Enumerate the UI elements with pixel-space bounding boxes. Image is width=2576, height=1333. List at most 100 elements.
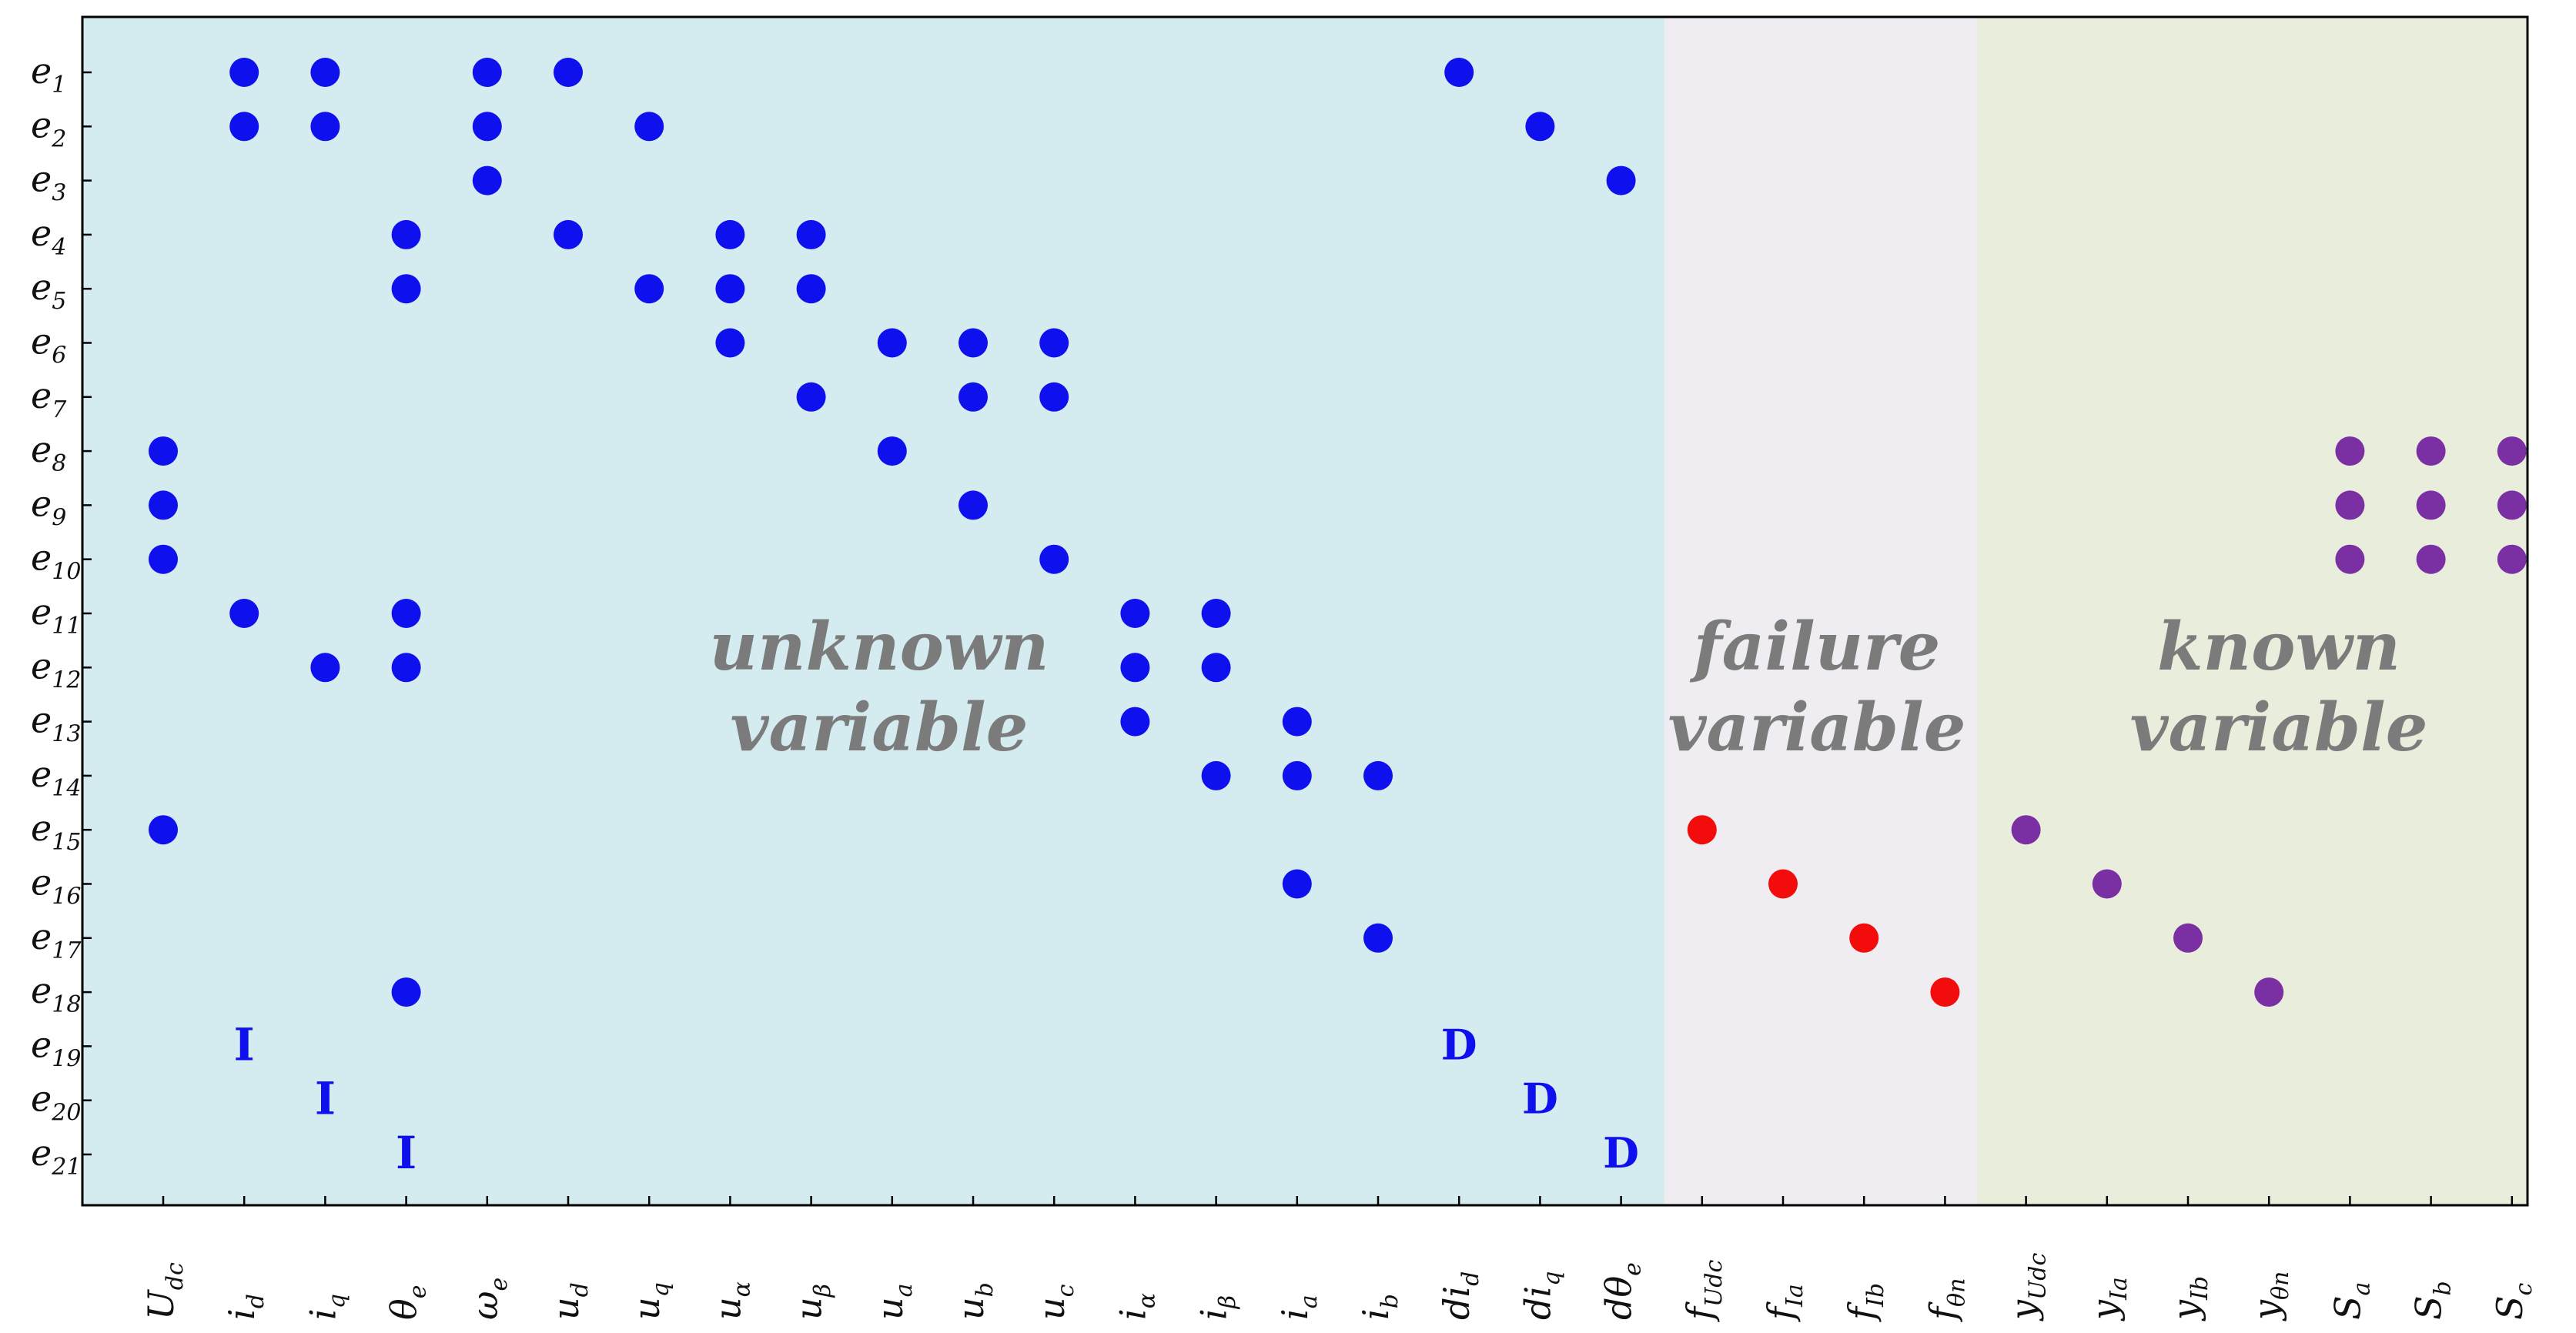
column-label-Sa-28: Sa (2327, 1282, 2375, 1320)
row-label-e1: e1 (31, 50, 66, 99)
dot-r13-c15 (1282, 707, 1312, 737)
row-label-e20: e20 (31, 1078, 81, 1127)
dot-r16-c25 (2092, 869, 2122, 899)
dot-r18-c27 (2254, 977, 2284, 1007)
column-label-u-8: uα (707, 1281, 755, 1320)
dot-r1-c6 (554, 58, 583, 87)
marker-D-r20-c18: D (1522, 1074, 1558, 1124)
dot-r16-c21 (1768, 869, 1798, 899)
dot-r11-c14 (1201, 599, 1231, 628)
column-label-yIb-26: yIb (2165, 1276, 2213, 1321)
dot-r17-c22 (1849, 923, 1879, 953)
dot-r10-c30 (2497, 544, 2527, 574)
dot-r16-c15 (1282, 869, 1312, 899)
dot-r7-c12 (1039, 382, 1069, 412)
dot-r5-c4 (391, 274, 421, 304)
column-label-did-17: did (1436, 1271, 1484, 1320)
row-label-e5: e5 (31, 266, 66, 315)
dot-r15-c24 (2011, 815, 2041, 845)
row-label-e18: e18 (31, 970, 81, 1018)
failure-region-background (1664, 17, 1977, 1205)
failure-region-label-line2: variable (1668, 689, 1966, 767)
dot-r18-c4 (391, 977, 421, 1007)
dot-r5-c7 (634, 274, 664, 304)
dot-r13-c13 (1120, 707, 1150, 737)
column-label-yIa-25: yIa (2084, 1277, 2133, 1321)
dot-r8-c10 (877, 436, 907, 466)
known-region-label-line2: variable (2130, 689, 2428, 767)
marker-I-r20-c3: I (315, 1073, 336, 1125)
dot-r2-c7 (634, 112, 664, 142)
dot-r8-c29 (2416, 436, 2446, 466)
row-label-e15: e15 (31, 807, 81, 856)
dot-r14-c14 (1201, 760, 1231, 790)
column-label-id-2: id (221, 1294, 269, 1320)
row-label-e6: e6 (31, 321, 66, 369)
row-label-e7: e7 (31, 375, 67, 423)
column-label-fn-23: fθn (1922, 1278, 1970, 1322)
column-label-iq-3: iq (302, 1294, 350, 1320)
known-region-label-line1: known (2157, 608, 2400, 686)
dot-r10-c28 (2335, 544, 2365, 574)
dot-r5-c9 (796, 274, 826, 304)
column-label-Sc-30: Sc (2489, 1282, 2538, 1320)
dot-r6-c10 (877, 328, 907, 358)
dot-r4-c6 (554, 219, 583, 249)
dot-r4-c8 (715, 219, 745, 249)
column-label-yUdc-24: yUdc (2003, 1253, 2052, 1321)
marker-D-r21-c19: D (1603, 1128, 1639, 1178)
column-label-ub-11: ub (950, 1282, 999, 1320)
dot-r14-c15 (1282, 760, 1312, 790)
row-label-e9: e9 (31, 483, 66, 531)
row-label-e8: e8 (31, 429, 66, 477)
dot-r10-c1 (149, 544, 178, 574)
dot-r1-c17 (1444, 58, 1474, 87)
column-label-uc-12: uc (1031, 1284, 1079, 1320)
dot-r6-c11 (958, 328, 988, 358)
row-label-e13: e13 (31, 700, 81, 748)
unknown-region-label-line2: variable (731, 689, 1029, 767)
row-label-e2: e2 (31, 104, 66, 152)
marker-I-r21-c4: I (396, 1127, 417, 1179)
column-label-ud-6: ud (545, 1282, 594, 1320)
dot-r6-c8 (715, 328, 745, 358)
dot-r15-c20 (1687, 815, 1717, 845)
dot-r8-c1 (149, 436, 178, 466)
dot-r1-c3 (310, 58, 340, 87)
dot-r4-c9 (796, 219, 826, 249)
column-label-i-14: iβ (1193, 1295, 1242, 1320)
incidence-dots (149, 58, 2527, 1007)
dot-r2-c3 (310, 112, 340, 142)
row-label-e17: e17 (31, 916, 82, 964)
dot-r5-c8 (715, 274, 745, 304)
column-label-Sb-29: Sb (2408, 1281, 2457, 1320)
marker-D-r19-c17: D (1441, 1020, 1477, 1069)
column-label-ua-10: ua (869, 1283, 918, 1320)
dot-r11-c13 (1120, 599, 1150, 628)
dot-r17-c16 (1363, 923, 1393, 953)
dot-r9-c29 (2416, 490, 2446, 520)
row-label-e21: e21 (31, 1132, 81, 1181)
dot-r7-c11 (958, 382, 988, 412)
column-label-Udc-1: Udc (140, 1262, 189, 1320)
dot-r7-c9 (796, 382, 826, 412)
dot-r9-c28 (2335, 490, 2365, 520)
dot-r17-c26 (2173, 923, 2203, 953)
row-label-e12: e12 (31, 645, 81, 693)
column-label-uq-7: uq (626, 1282, 674, 1320)
dot-r9-c1 (149, 490, 178, 520)
column-label-yn-27: yθn (2246, 1271, 2294, 1321)
dot-r12-c3 (310, 653, 340, 683)
row-label-e16: e16 (31, 862, 81, 910)
dot-r10-c12 (1039, 544, 1069, 574)
column-label-e-4: θe (383, 1285, 432, 1320)
equation-row-labels: e1 e2 e3 e4 e5 e6 e7 e8 e9 e10 e11 e12 e13 e14 e15 e16 e… (31, 50, 82, 1181)
dot-r8-c28 (2335, 436, 2365, 466)
dot-r9-c11 (958, 490, 988, 520)
dot-r11-c4 (391, 599, 421, 628)
plot-frame (81, 15, 2529, 1207)
row-label-e19: e19 (31, 1024, 81, 1072)
